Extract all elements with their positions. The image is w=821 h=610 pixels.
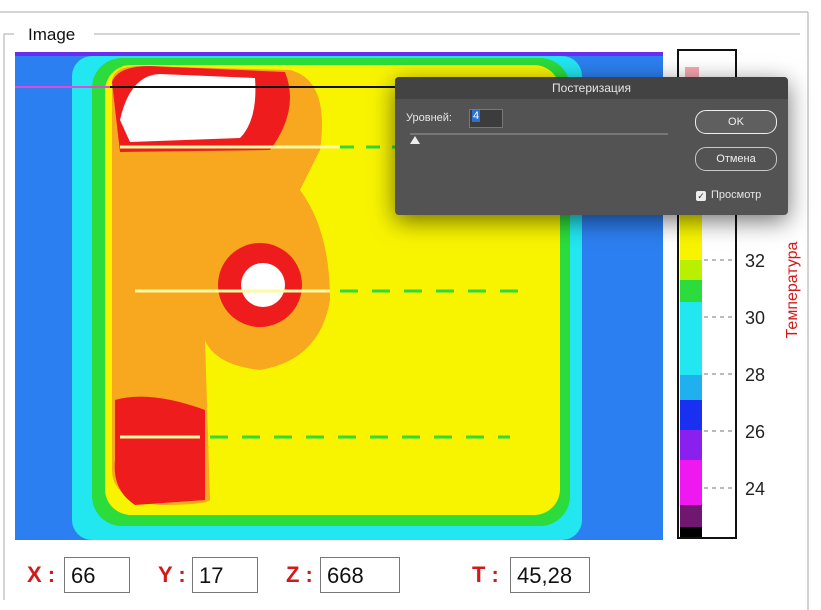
field-value[interactable]: 17	[192, 557, 258, 593]
groupbox	[4, 34, 14, 600]
colorbar-tick-label: 24	[745, 479, 765, 499]
dialog: Постеризация Уровней: 4 OK Отмена ✓ Прос…	[395, 77, 788, 215]
colorbar-tick-label: 26	[745, 422, 765, 442]
field-value[interactable]: 45,28	[510, 557, 590, 593]
field-label: Z :	[286, 562, 313, 588]
levels-label: Уровней:	[406, 112, 452, 124]
page: Image Температура 242	[0, 0, 821, 610]
colorbar-label: Температура	[784, 241, 801, 338]
field-label: X :	[27, 562, 55, 588]
colorbar-tick-label: 30	[745, 308, 765, 328]
group-title: Image	[28, 25, 75, 44]
levels-input[interactable]: 4	[469, 109, 503, 128]
colorbar-tick-label: 32	[745, 251, 765, 271]
levels-value: 4	[472, 110, 480, 122]
preview-checkbox[interactable]: ✓	[696, 191, 706, 201]
preview-label: Просмотр	[711, 189, 761, 201]
field-value[interactable]: 668	[320, 557, 400, 593]
slider-thumb[interactable]	[410, 136, 420, 144]
field-label: Y :	[158, 562, 186, 588]
field-label: T :	[472, 562, 499, 588]
dialog-title: Постеризация	[395, 77, 788, 99]
ok-button[interactable]: OK	[695, 110, 777, 134]
cancel-button[interactable]: Отмена	[695, 147, 777, 171]
colorbar-tick-label: 28	[745, 365, 765, 385]
field-value[interactable]: 66	[64, 557, 130, 593]
slider-track	[410, 133, 668, 135]
